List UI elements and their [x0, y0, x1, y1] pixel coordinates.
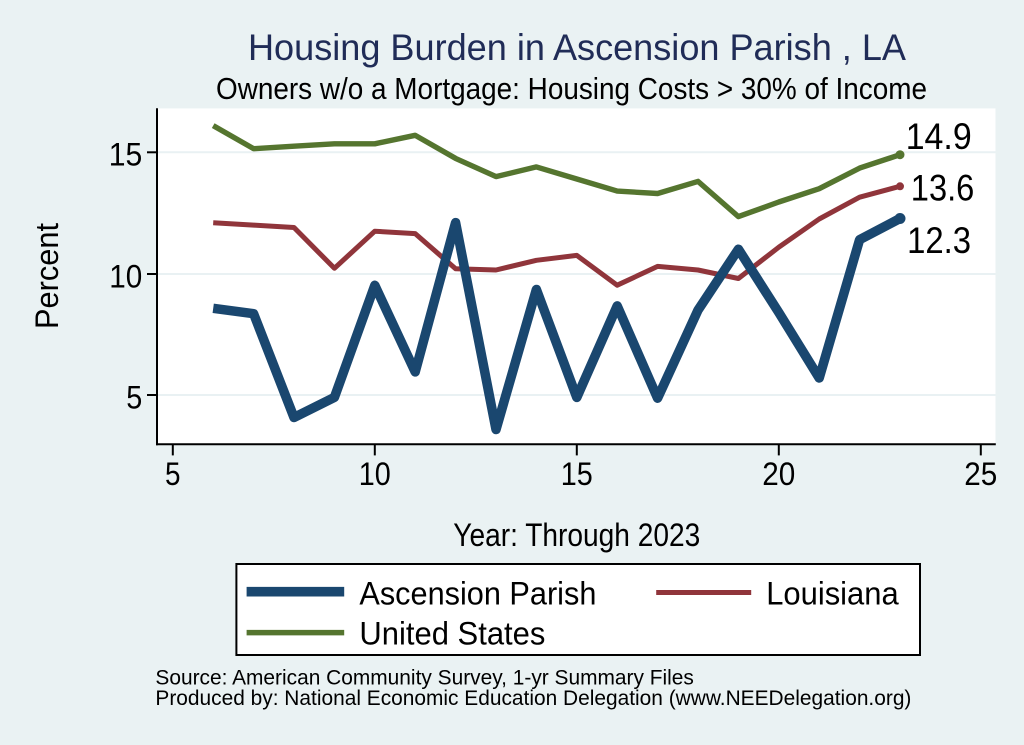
svg-text:5: 5: [165, 456, 181, 492]
svg-text:Louisiana: Louisiana: [766, 575, 899, 611]
svg-text:Owners w/o a Mortgage: Housing: Owners w/o a Mortgage: Housing Costs > 3…: [216, 72, 927, 106]
svg-text:15: 15: [561, 456, 593, 492]
svg-text:10: 10: [359, 456, 391, 492]
svg-text:20: 20: [762, 456, 795, 492]
svg-text:15: 15: [109, 137, 143, 173]
svg-text:25: 25: [964, 456, 997, 492]
svg-text:10: 10: [109, 259, 142, 295]
svg-text:Produced by: National Economic: Produced by: National Economic Education…: [155, 686, 911, 710]
svg-text:United States: United States: [359, 615, 545, 651]
svg-text:Ascension Parish: Ascension Parish: [359, 575, 596, 611]
svg-text:Housing Burden in Ascension Pa: Housing Burden in Ascension Parish , LA: [248, 27, 906, 68]
svg-text:Source: American Community Sur: Source: American Community Survey, 1-yr …: [155, 666, 694, 690]
svg-text:Year: Through 2023: Year: Through 2023: [453, 517, 700, 553]
svg-text:13.6: 13.6: [911, 168, 975, 209]
svg-text:12.3: 12.3: [907, 220, 971, 261]
svg-text:Percent: Percent: [29, 223, 65, 329]
svg-text:14.9: 14.9: [906, 116, 972, 157]
svg-text:5: 5: [126, 380, 142, 416]
